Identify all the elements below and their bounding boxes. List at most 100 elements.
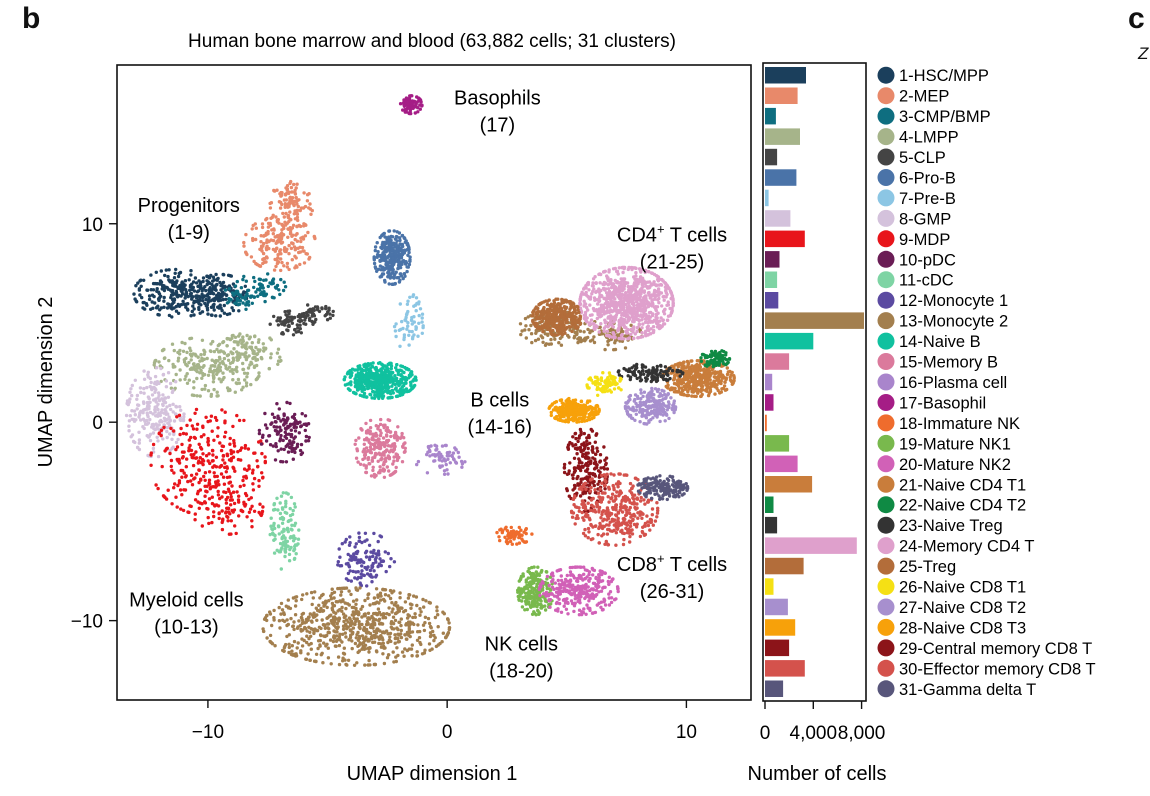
umap-point: [177, 293, 181, 298]
umap-point: [291, 241, 295, 246]
umap-point: [541, 340, 545, 344]
umap-point: [532, 604, 536, 608]
umap-point: [448, 461, 452, 465]
umap-point: [232, 444, 237, 448]
umap-point: [373, 245, 378, 249]
umap-point: [179, 507, 183, 511]
umap-point: [417, 313, 421, 318]
umap-point: [393, 374, 397, 378]
umap-point: [278, 429, 282, 433]
umap-point: [195, 422, 200, 426]
umap-point: [187, 438, 191, 442]
umap-point: [382, 631, 387, 635]
umap-point: [273, 644, 277, 648]
umap-point: [273, 257, 277, 262]
umap-point: [221, 340, 225, 345]
umap-point: [713, 392, 717, 396]
umap-point: [185, 423, 189, 428]
umap-point: [384, 433, 389, 437]
umap-point: [310, 314, 314, 318]
umap-point: [382, 614, 386, 619]
umap-point: [373, 441, 377, 446]
umap-point: [539, 599, 543, 603]
umap-point: [350, 632, 355, 636]
umap-point: [404, 387, 409, 391]
umap-point: [291, 508, 295, 513]
umap-point: [599, 605, 603, 609]
umap-point: [379, 598, 383, 602]
umap-point: [254, 377, 258, 382]
umap-point: [337, 635, 342, 639]
umap-point: [408, 593, 412, 597]
umap-point: [384, 456, 388, 460]
umap-point: [288, 217, 292, 221]
umap-point: [410, 654, 414, 658]
umap-point: [326, 630, 330, 635]
umap-point: [367, 543, 372, 547]
umap-point: [374, 573, 379, 577]
umap-point: [324, 644, 328, 648]
umap-point: [429, 633, 433, 638]
umap-point: [282, 264, 286, 268]
umap-point: [289, 616, 293, 621]
umap-point: [198, 501, 202, 505]
umap-point: [173, 482, 177, 486]
umap-point: [356, 575, 361, 580]
umap-point: [285, 618, 289, 622]
umap-point: [271, 444, 275, 448]
umap-point: [369, 442, 373, 446]
umap-point: [268, 610, 272, 614]
umap-point: [349, 579, 353, 583]
umap-point: [358, 386, 362, 391]
umap-point: [382, 253, 387, 257]
umap-point: [351, 569, 355, 574]
umap-point: [336, 586, 340, 591]
umap-point: [209, 414, 214, 418]
umap-point: [140, 295, 144, 300]
umap-point: [247, 303, 251, 307]
umap-point: [570, 592, 574, 597]
umap-point: [286, 425, 290, 430]
umap-point: [269, 338, 273, 342]
umap-point: [286, 235, 290, 239]
umap-point: [389, 265, 394, 269]
umap-point: [332, 622, 336, 626]
umap-point: [308, 630, 312, 634]
umap-point: [386, 379, 390, 383]
umap-point: [197, 506, 201, 510]
umap-point: [402, 654, 406, 658]
umap-point: [183, 377, 187, 381]
umap-point: [546, 333, 550, 337]
umap-point: [383, 593, 388, 597]
umap-point: [395, 276, 399, 280]
umap-point: [369, 393, 373, 397]
umap-point: [387, 606, 391, 610]
umap-point: [230, 484, 234, 488]
umap-point: [250, 525, 254, 529]
umap-point: [187, 360, 191, 365]
umap-point: [251, 482, 255, 486]
umap-point: [401, 444, 405, 449]
umap-point: [590, 611, 595, 615]
umap-point: [157, 423, 161, 427]
umap-point: [410, 106, 414, 110]
umap-point: [235, 279, 239, 284]
umap-point: [222, 292, 227, 296]
umap-point: [553, 337, 557, 341]
umap-point: [336, 625, 340, 629]
umap-point: [187, 446, 191, 450]
umap-point: [362, 442, 366, 446]
umap-point: [387, 229, 391, 233]
umap-point: [329, 597, 334, 601]
umap-point: [305, 193, 310, 197]
umap-point: [194, 407, 199, 412]
umap-point: [600, 332, 604, 336]
umap-point: [235, 289, 240, 293]
umap-point: [354, 636, 358, 640]
umap-point: [402, 333, 407, 337]
umap-point: [296, 329, 301, 334]
umap-point: [587, 572, 591, 577]
umap-point: [220, 408, 224, 412]
umap-point: [524, 578, 528, 582]
umap-point: [206, 515, 210, 520]
